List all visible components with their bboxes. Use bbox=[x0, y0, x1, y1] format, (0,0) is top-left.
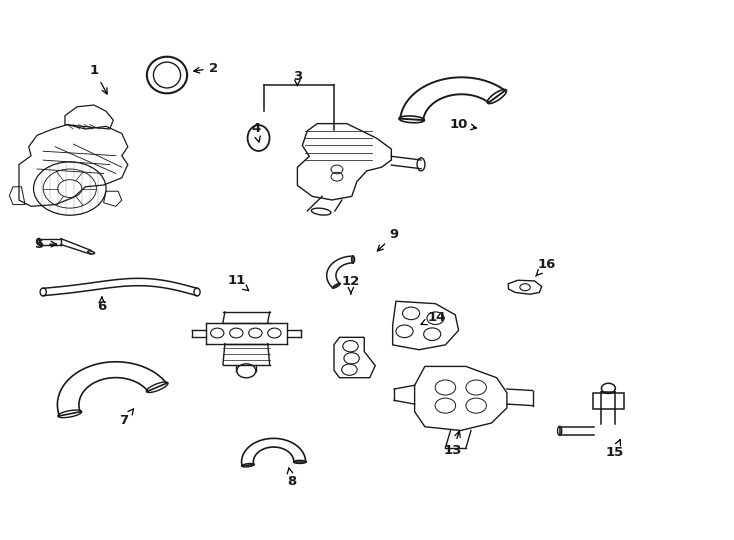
Text: 7: 7 bbox=[119, 409, 134, 427]
Text: 4: 4 bbox=[251, 123, 261, 142]
Text: 1: 1 bbox=[90, 64, 107, 94]
Text: 6: 6 bbox=[97, 297, 106, 313]
Text: 8: 8 bbox=[287, 468, 296, 488]
Text: 14: 14 bbox=[421, 311, 446, 325]
Text: 13: 13 bbox=[443, 431, 462, 457]
Text: 15: 15 bbox=[606, 440, 624, 458]
Text: 9: 9 bbox=[377, 228, 399, 251]
Text: 11: 11 bbox=[228, 274, 249, 291]
Text: 2: 2 bbox=[194, 62, 218, 75]
Text: 5: 5 bbox=[35, 238, 57, 251]
Text: 16: 16 bbox=[536, 258, 556, 276]
Text: 10: 10 bbox=[449, 118, 476, 131]
Text: 12: 12 bbox=[342, 275, 360, 294]
Text: 3: 3 bbox=[293, 70, 302, 86]
